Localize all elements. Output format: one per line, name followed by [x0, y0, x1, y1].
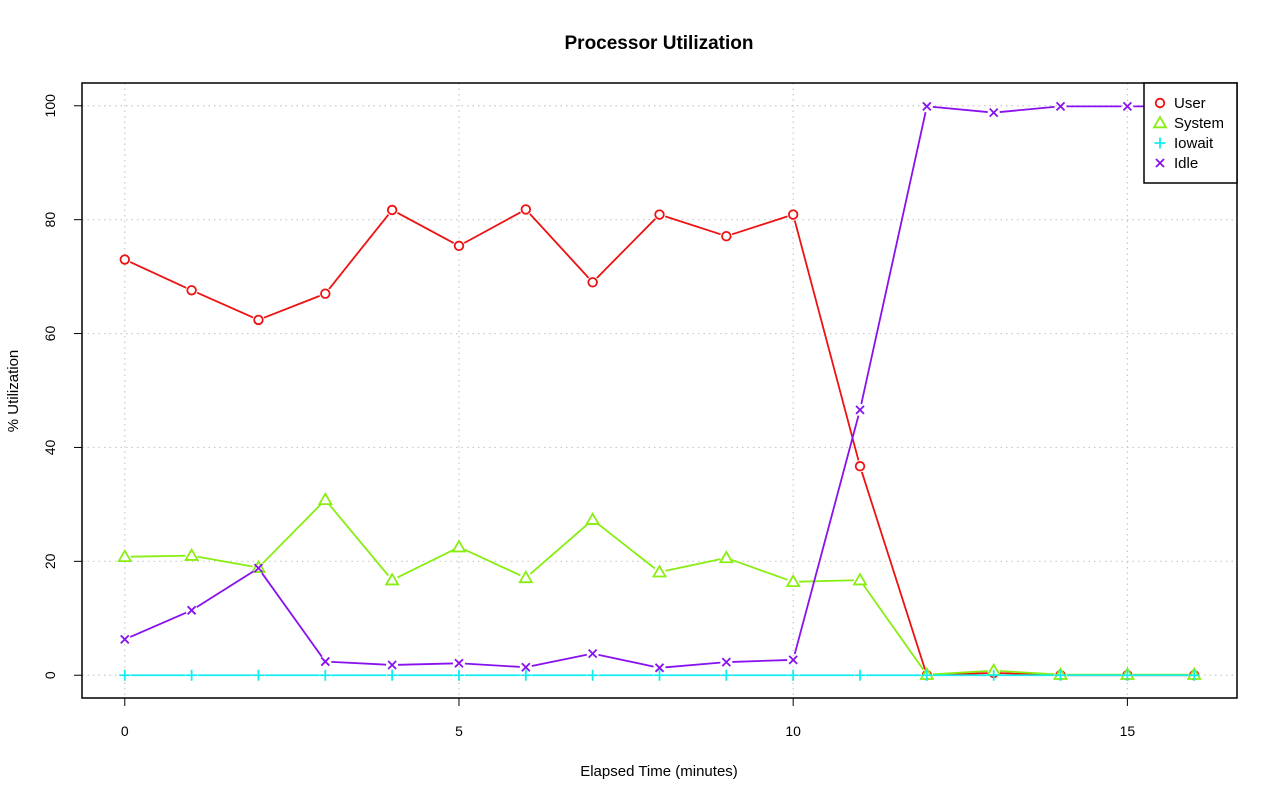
data-point-system [317, 492, 333, 506]
data-point-system [184, 547, 200, 561]
x-tick-label: 15 [1120, 723, 1136, 739]
data-point-iowait [252, 669, 264, 681]
y-tick-label: 0 [42, 671, 58, 679]
data-point-iowait [988, 669, 1000, 681]
data-point-idle [588, 648, 598, 659]
data-point-user [721, 230, 732, 242]
data-point-system [651, 564, 668, 578]
series-idle [120, 101, 1199, 673]
grid [82, 83, 1237, 698]
data-point-idle [521, 662, 531, 672]
data-point-iowait [654, 669, 665, 681]
data-point-iowait [319, 669, 331, 681]
data-point-user [520, 204, 532, 215]
data-point-idle [320, 656, 330, 667]
data-point-user [787, 209, 799, 220]
data-point-system [785, 574, 801, 588]
y-tick-label: 20 [42, 553, 58, 569]
data-point-iowait [587, 669, 599, 681]
series-line-idle [129, 105, 1189, 669]
data-point-iowait [921, 669, 933, 681]
data-point-user [186, 285, 197, 296]
data-point-idle [253, 563, 264, 573]
legend-item-idle: Idle [1155, 155, 1198, 172]
data-point-system [250, 559, 267, 573]
data-point-user [453, 240, 465, 252]
legend-item-iowait: Iowait [1154, 135, 1214, 152]
y-axis-label: % Utilization [5, 350, 22, 433]
data-point-system [585, 511, 601, 525]
data-point-user [654, 209, 665, 220]
data-point-iowait [386, 669, 398, 681]
data-point-user [854, 461, 866, 472]
data-point-user [320, 288, 331, 299]
x-axis-label: Elapsed Time (minutes) [580, 763, 738, 780]
data-point-user [119, 254, 130, 265]
y-tick-label: 40 [42, 439, 58, 455]
legend-label-iowait: Iowait [1174, 135, 1214, 152]
data-point-iowait [1121, 669, 1133, 681]
legend: User System Iowait Idle [1143, 82, 1238, 184]
data-point-iowait [119, 669, 131, 681]
legend-marker-system [1152, 115, 1168, 129]
legend-item-system: System [1152, 115, 1224, 132]
series-line-user [129, 211, 1189, 677]
data-point-iowait [720, 669, 732, 681]
data-point-idle [1055, 101, 1066, 111]
data-point-iowait [787, 669, 799, 681]
data-point-system [852, 572, 868, 586]
data-point-idle [788, 655, 798, 665]
y-tick-label: 60 [42, 326, 58, 342]
data-point-iowait [854, 669, 866, 681]
data-point-idle [855, 405, 865, 415]
data-point-system [117, 548, 133, 562]
data-point-iowait [1055, 669, 1067, 681]
series-user [119, 204, 1200, 681]
data-point-idle [721, 657, 731, 667]
series-system [117, 492, 1202, 680]
legend-label-idle: Idle [1174, 155, 1198, 172]
data-point-idle [454, 658, 464, 668]
data-point-idle [1122, 101, 1133, 111]
legend-marker-idle [1155, 158, 1165, 168]
data-point-idle [120, 634, 130, 644]
plot-border [81, 82, 1238, 699]
y-tick-label: 100 [42, 94, 58, 118]
data-point-idle [989, 107, 999, 118]
x-tick-label: 10 [785, 723, 801, 739]
data-point-idle [654, 663, 665, 673]
legend-marker-user [1154, 97, 1166, 109]
data-point-system [451, 539, 467, 553]
data-point-iowait [186, 669, 198, 681]
x-tick-label: 0 [121, 723, 129, 739]
plot-frame [81, 82, 1238, 699]
legend-label-user: User [1174, 95, 1206, 112]
legend-item-user: User [1154, 95, 1206, 112]
data-point-idle [387, 660, 397, 670]
data-point-iowait [453, 669, 465, 681]
data-point-system [518, 570, 534, 584]
series-line-system [130, 503, 1189, 676]
chart-title: Processor Utilization [565, 33, 754, 54]
legend-label-system: System [1174, 115, 1224, 132]
data-point-user [386, 204, 398, 216]
y-tick-label: 80 [42, 212, 58, 228]
data-point-idle [186, 605, 197, 615]
data-point-system [384, 572, 400, 586]
x-tick-label: 5 [455, 723, 463, 739]
data-point-idle [922, 101, 932, 111]
data-point-iowait [1188, 669, 1200, 681]
data-point-user [587, 277, 598, 288]
series-iowait [119, 669, 1200, 681]
legend-marker-iowait [1154, 137, 1166, 149]
data-point-iowait [520, 669, 532, 681]
axes: 0 5 10 15 0 20 40 60 80 100 [42, 94, 1135, 739]
data-point-system [718, 550, 734, 564]
series-layer [117, 101, 1202, 681]
data-point-user [253, 314, 264, 326]
